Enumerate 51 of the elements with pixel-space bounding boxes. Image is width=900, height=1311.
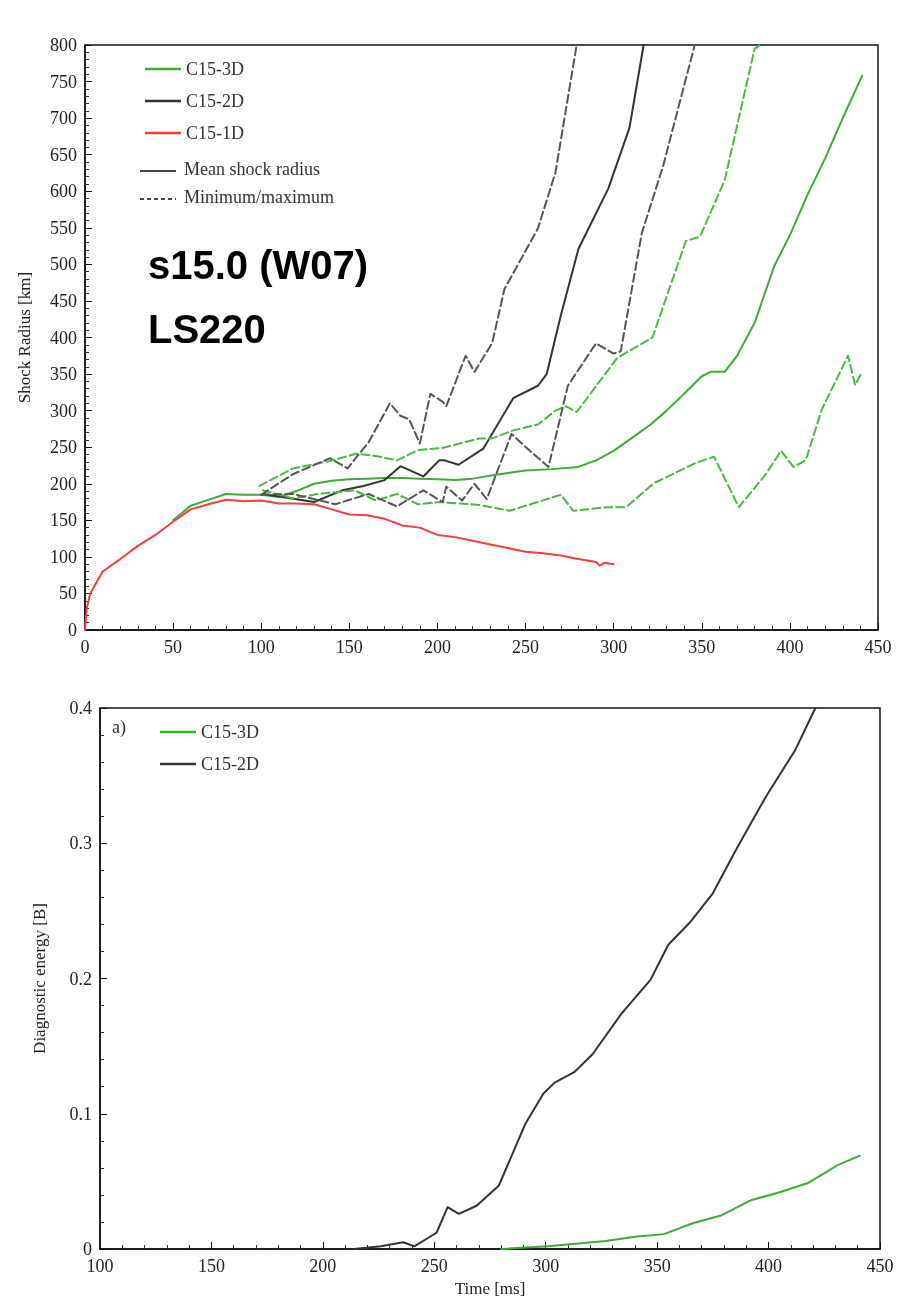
y-tick-label: 450 [50,290,77,311]
x-tick-label: 150 [335,637,363,657]
y-tick-label: 0 [83,1239,92,1259]
y-tick-label: 400 [50,327,77,348]
x-tick-label: 100 [86,1256,114,1276]
annotation: Minimum/maximum [184,187,335,207]
x-tick-label: 150 [197,1256,225,1276]
x-axis-title: Time [ms] [454,1278,526,1298]
y-axis-title: Shock Radius [km] [15,271,34,404]
y-tick-label: 0.3 [69,833,92,854]
legend-label: C15-3D [186,59,244,79]
legend-label: C15-2D [201,754,259,774]
y-tick-label: 600 [50,181,77,202]
y-tick-label: 500 [50,254,77,275]
y-tick-label: 150 [50,510,77,531]
x-tick-label: 300 [600,637,628,657]
annotation: a) [112,717,126,738]
x-tick-label: 200 [309,1256,337,1276]
y-tick-label: 650 [50,144,77,165]
x-tick-label: 400 [755,1256,783,1276]
y-tick-label: 550 [50,217,77,238]
x-tick-label: 350 [643,1256,671,1276]
x-tick-label: 250 [512,637,540,657]
y-tick-label: 50 [59,583,77,604]
x-tick-label: 50 [164,637,183,657]
legend-label: C15-1D [186,123,244,143]
y-tick-label: 0 [68,620,77,640]
text: s15.0 (W07) LS220 [148,243,369,351]
x-tick-label: 300 [532,1256,560,1276]
x-tick-label: 400 [776,637,804,657]
y-tick-label: 250 [50,437,77,458]
x-tick-label: 250 [420,1256,448,1276]
annotation: Mean shock radius [184,159,320,179]
y-tick-label: 300 [50,400,77,421]
x-tick-label: 450 [864,637,892,657]
y-tick-label: 350 [50,364,77,385]
y-tick-label: 0.1 [69,1103,92,1124]
legend-label: C15-2D [186,91,244,111]
y-tick-label: 800 [50,35,77,55]
y-tick-label: 700 [50,108,77,129]
x-tick-label: 200 [423,637,451,657]
x-tick-label: 450 [866,1256,894,1276]
y-tick-label: 0.2 [69,968,92,989]
x-tick-label: 100 [247,637,275,657]
y-tick-label: 200 [50,473,77,494]
legend-label: C15-3D [201,722,259,742]
y-tick-label: 100 [50,546,77,567]
y-tick-label: 750 [50,71,77,92]
x-tick-label: 350 [688,637,716,657]
y-tick-label: 0.4 [69,698,92,718]
y-axis-title: Diagnostic energy [B] [30,903,49,1054]
